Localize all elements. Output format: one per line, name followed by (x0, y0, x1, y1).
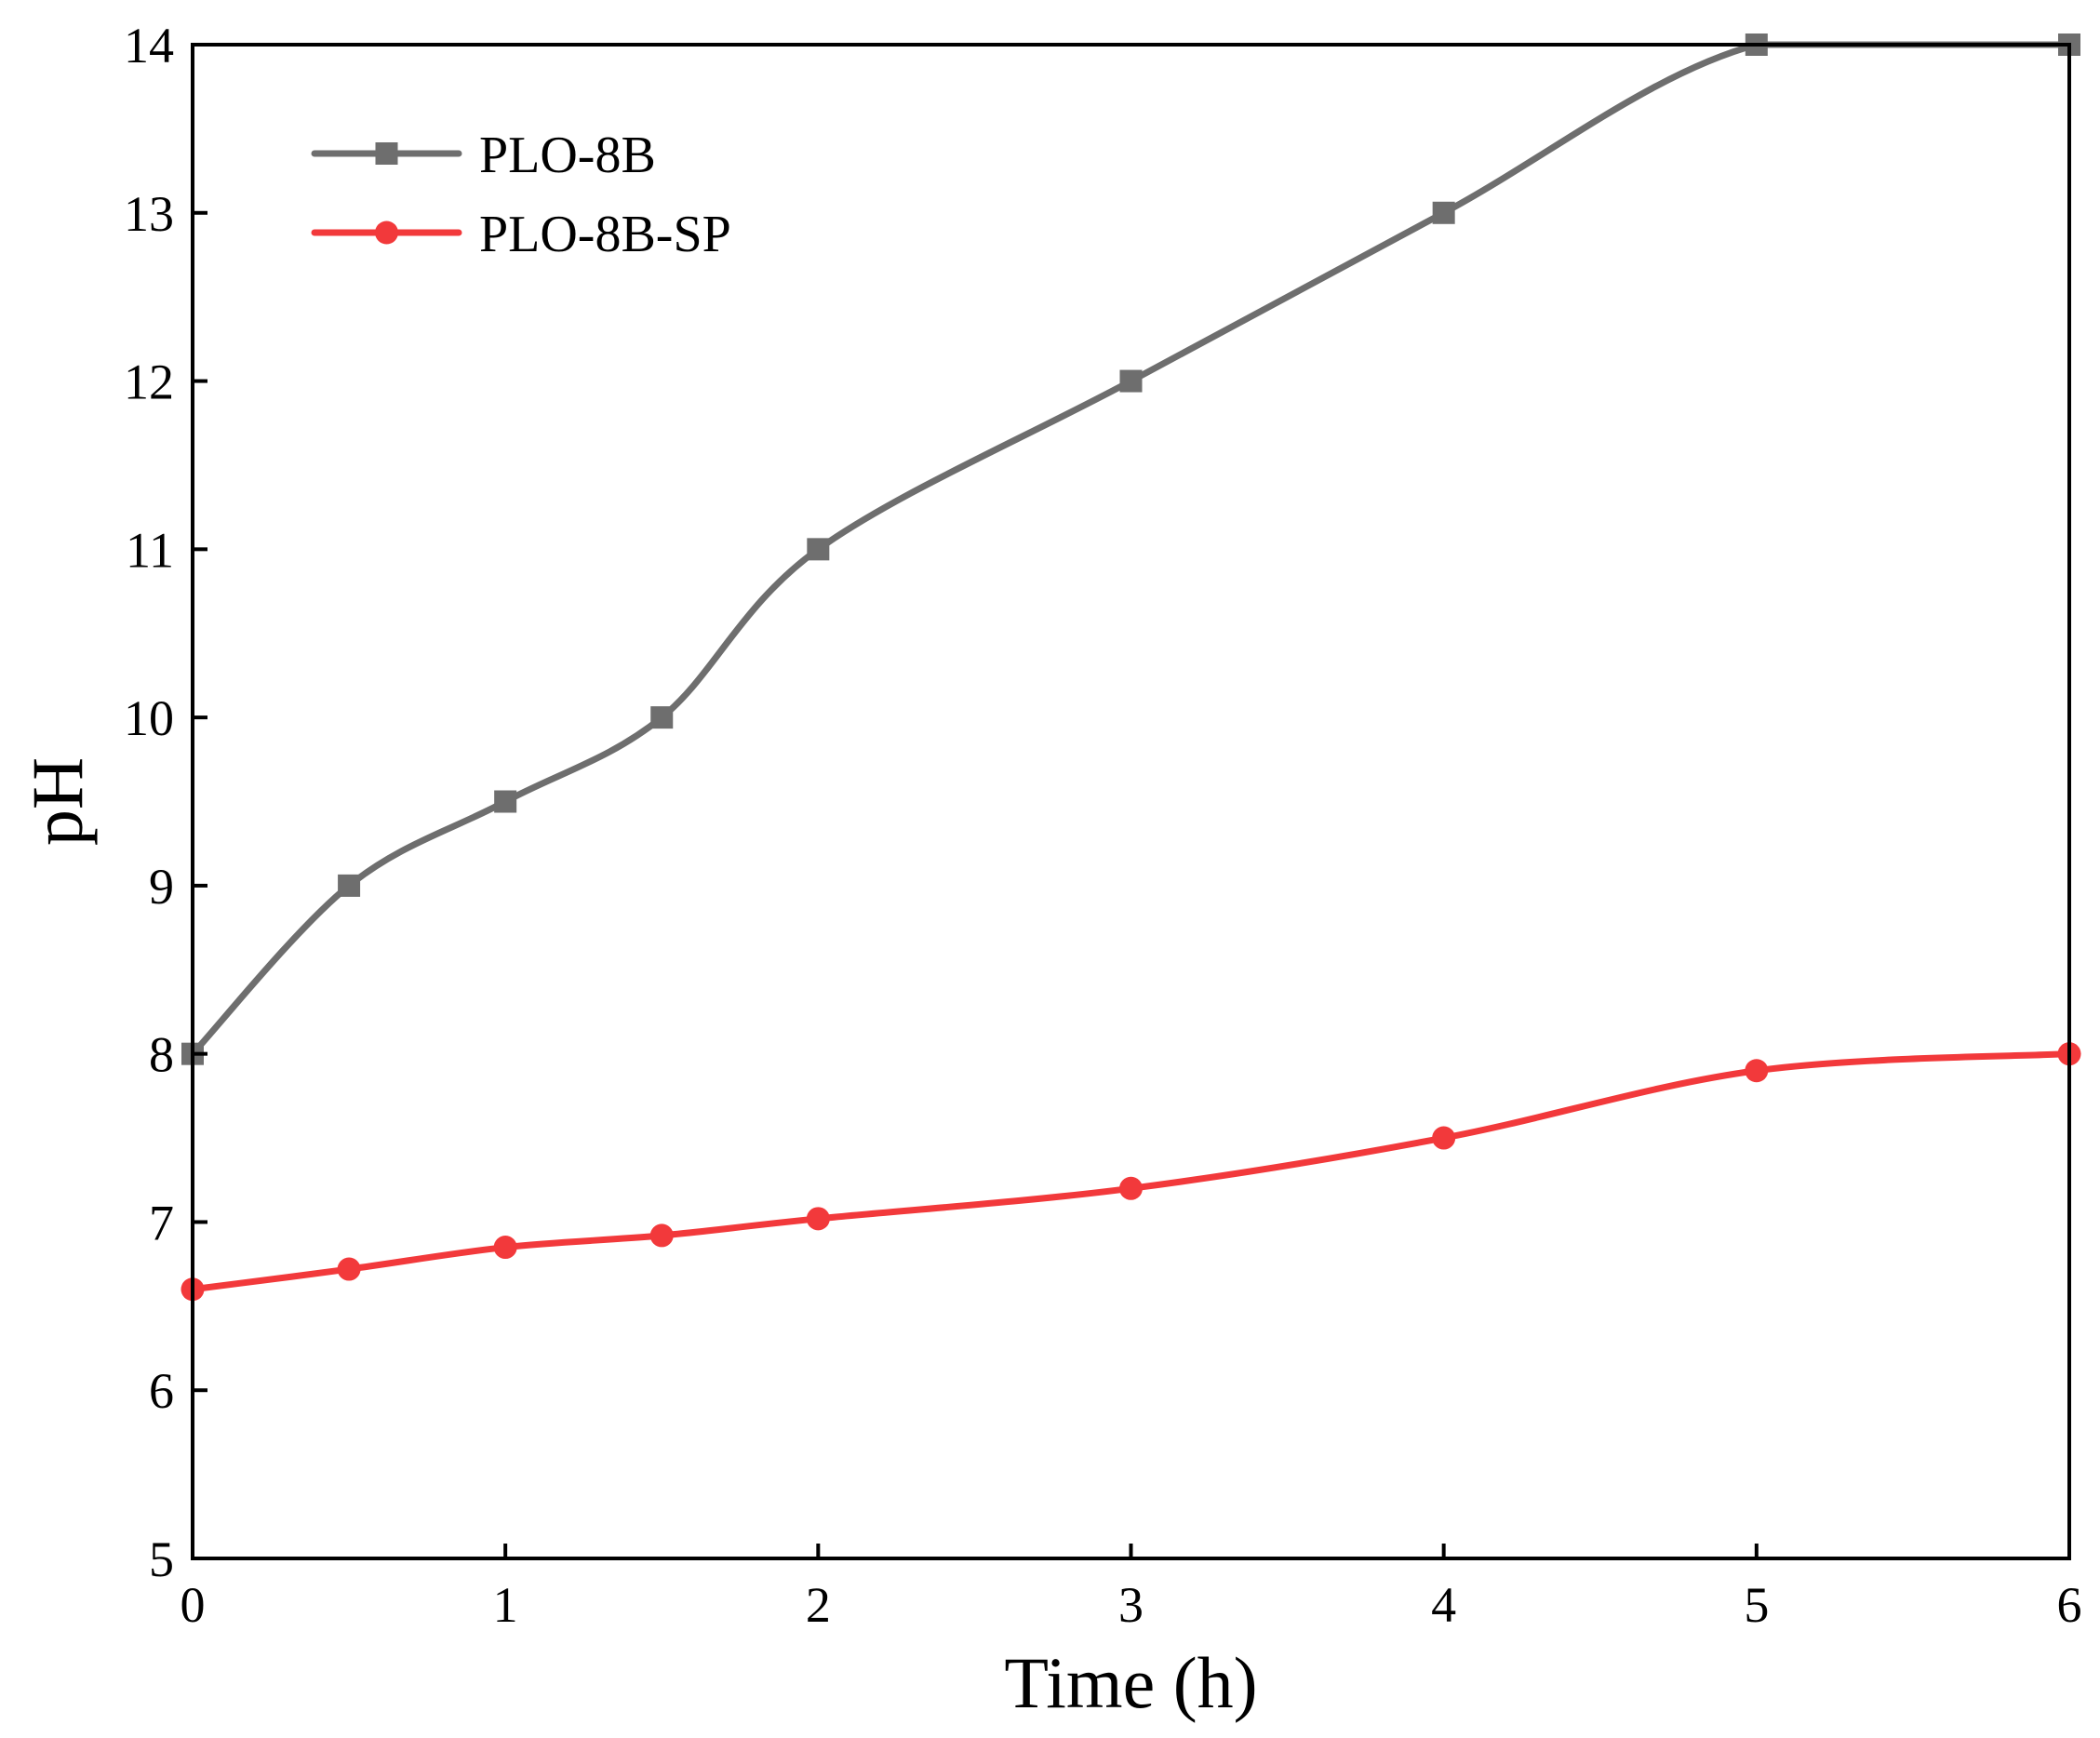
y-tick-label: 13 (124, 186, 174, 242)
data-point-square (807, 538, 830, 561)
legend-label: PLO-8B (479, 127, 656, 184)
data-point-circle (1119, 1176, 1143, 1200)
data-point-circle (493, 1236, 517, 1260)
data-point-square (650, 706, 674, 729)
y-tick-label: 12 (124, 354, 174, 410)
y-tick-label: 14 (124, 18, 174, 74)
y-tick-label: 8 (149, 1027, 174, 1083)
data-point-circle (806, 1207, 830, 1231)
y-tick-label: 11 (126, 522, 174, 578)
legend-marker-circle (375, 221, 398, 245)
data-point-circle (337, 1257, 361, 1281)
legend-item: PLO-8B (311, 127, 656, 184)
x-tick-label: 0 (181, 1577, 206, 1633)
series-2 (181, 1042, 2081, 1302)
x-tick-label: 4 (1431, 1577, 1456, 1633)
legend-marker-square (375, 142, 398, 165)
data-point-circle (1745, 1059, 1769, 1083)
data-point-square (1119, 369, 1143, 393)
data-point-square (1432, 201, 1455, 224)
x-tick-label: 6 (2057, 1577, 2082, 1633)
y-tick-label: 9 (149, 859, 174, 915)
legend-label: PLO-8B-SP (479, 206, 731, 263)
x-tick-label: 2 (806, 1577, 831, 1633)
y-axis-title: pH (17, 757, 98, 846)
data-point-square (494, 790, 517, 813)
y-tick-label: 5 (149, 1531, 174, 1587)
data-point-circle (1432, 1126, 1456, 1150)
legend-item: PLO-8B-SP (311, 206, 731, 263)
x-axis-title: Time (h) (1004, 1642, 1257, 1723)
series-layer (181, 33, 2081, 1302)
x-tick-label: 3 (1118, 1577, 1144, 1633)
series-line (189, 41, 2073, 1058)
x-tick-label: 5 (1744, 1577, 1769, 1633)
y-tick-label: 7 (149, 1195, 174, 1250)
series-line (189, 1050, 2073, 1293)
data-point-circle (649, 1223, 674, 1248)
legend: PLO-8B PLO-8B-SP (311, 127, 731, 263)
y-tick-label: 10 (124, 690, 174, 746)
x-tick-label: 1 (493, 1577, 518, 1633)
y-tick-label: 6 (149, 1363, 174, 1419)
data-point-square (338, 874, 361, 897)
